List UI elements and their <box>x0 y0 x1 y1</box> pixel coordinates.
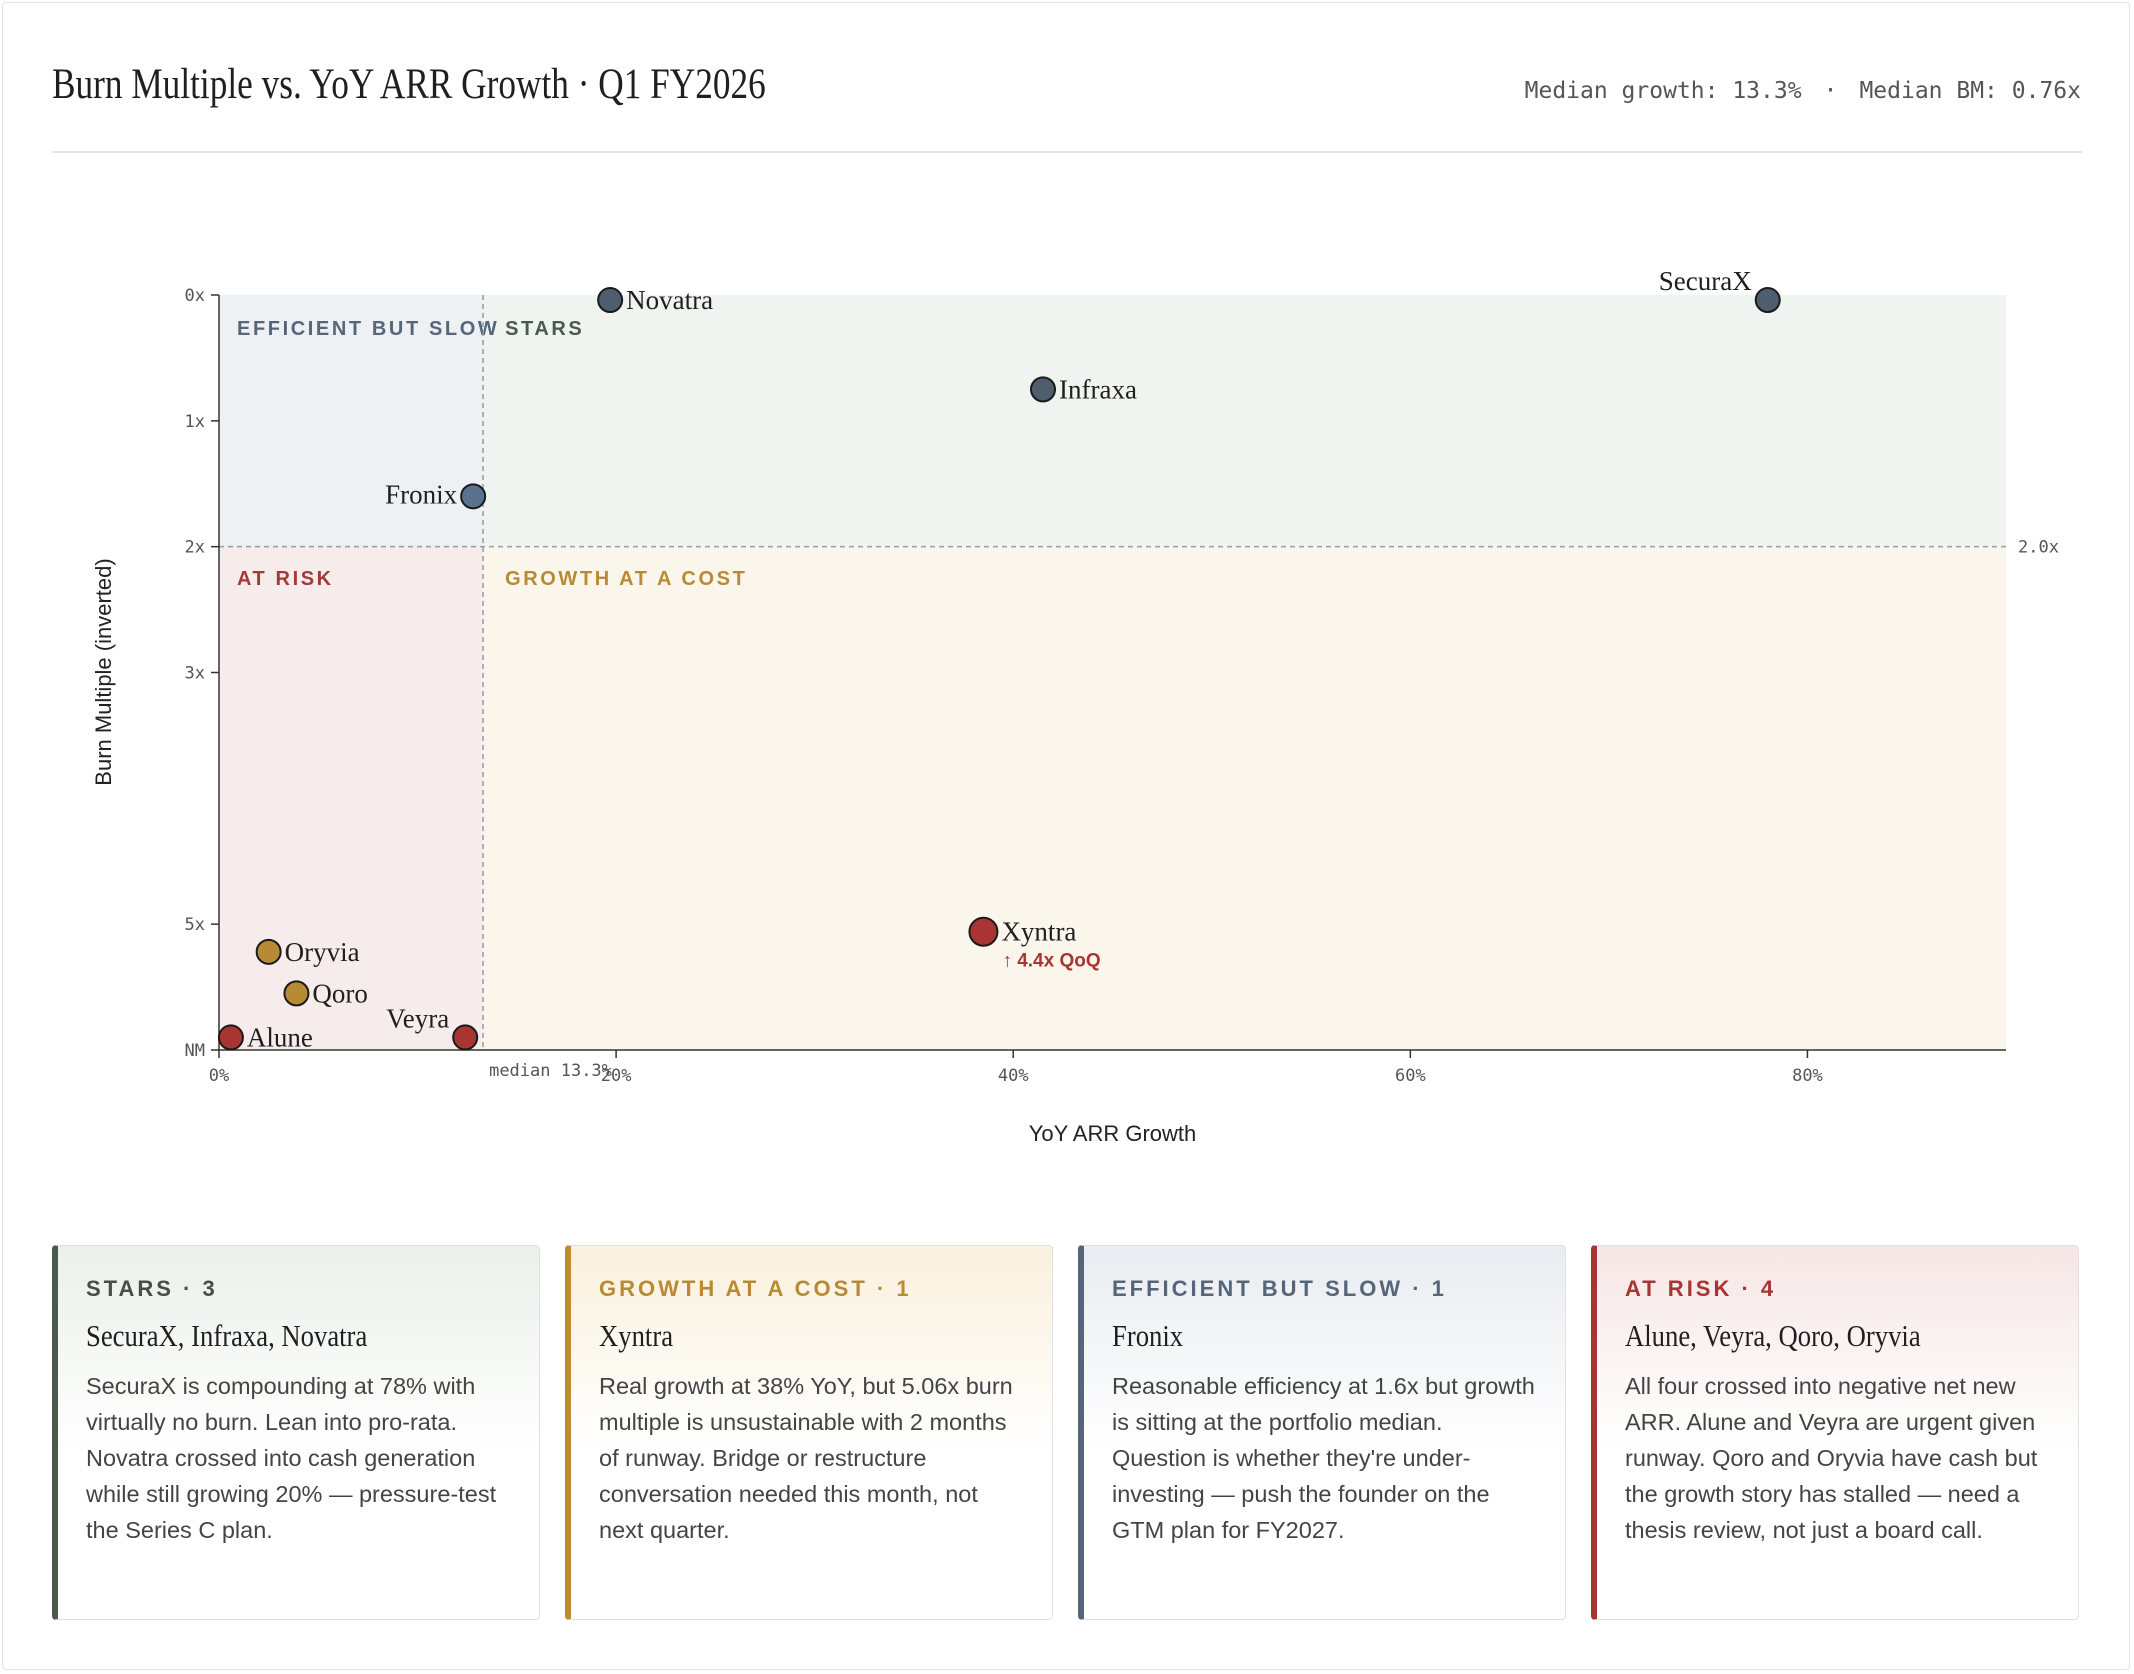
card-stars-description: SecuraX is compounding at 78% with virtu… <box>86 1373 497 1543</box>
point-infraxa[interactable] <box>1030 376 1057 403</box>
median-label: median 13.3% <box>489 1061 612 1081</box>
x-tick-label: 60% <box>1395 1066 1426 1086</box>
y-tick-label: NM <box>185 1041 205 1061</box>
card-at-risk-companies: Alune, Veyra, Qoro, Oryvia <box>1625 1318 1921 1353</box>
point-qoro[interactable] <box>283 980 310 1007</box>
point-label-oryvia: Oryvia <box>285 937 360 967</box>
point-label-fronix: Fronix <box>385 479 458 509</box>
card-at-risk-description: All four crossed into negative net new A… <box>1625 1373 2038 1543</box>
card-growth-at-a-cost: GROWTH AT A COST · 1 Xyntra Real growth … <box>565 1245 1053 1620</box>
x-tick-label: 80% <box>1792 1066 1823 1086</box>
point-annotation-xyntra: ↑ 4.4x QoQ <box>1002 951 1100 972</box>
quadrant-cost-bg <box>483 546 2007 1050</box>
quadrant-efficient-bg <box>219 295 484 547</box>
y-axis-title: Burn Multiple (inverted) <box>91 558 116 785</box>
x-tick-label: 40% <box>998 1066 1029 1086</box>
card-at-risk: AT RISK · 4 Alune, Veyra, Qoro, Oryvia A… <box>1591 1245 2079 1620</box>
card-efficient-but-slow: EFFICIENT BUT SLOW · 1 Fronix Reasonable… <box>1078 1245 1566 1620</box>
y-tick-label: 3x <box>185 664 205 684</box>
quadrant-stars-bg <box>483 295 2007 547</box>
point-fronix[interactable] <box>460 483 487 510</box>
x-axis-title: YoY ARR Growth <box>1029 1121 1197 1146</box>
card-growth-at-a-cost-companies: Xyntra <box>599 1318 674 1353</box>
quadrant-risk-bg <box>219 546 484 1050</box>
point-securax[interactable] <box>1754 287 1781 314</box>
card-at-risk-heading: AT RISK · 4 <box>1625 1276 1777 1301</box>
point-label-veyra: Veyra <box>386 1003 449 1033</box>
data-points: Novatra SecuraX Infraxa Fronix Xyntra ↑ 4.4x … <box>217 266 1781 1052</box>
card-stars-companies: SecuraX, Infraxa, Novatra <box>86 1318 368 1353</box>
median-separator: · <box>1823 78 1838 104</box>
x-tick-label: 20% <box>601 1066 632 1086</box>
card-growth-at-a-cost-description: Real growth at 38% YoY, but 5.06x burn m… <box>599 1373 1013 1543</box>
card-efficient-but-slow-companies: Fronix <box>1112 1318 1184 1353</box>
y-tick-label: 5x <box>185 915 205 935</box>
point-oryvia[interactable] <box>255 938 282 965</box>
point-label-securax: SecuraX <box>1659 266 1752 296</box>
point-alune[interactable] <box>217 1024 244 1051</box>
point-label-xyntra: Xyntra <box>1001 917 1076 947</box>
point-novatra[interactable] <box>597 287 624 314</box>
header-divider <box>52 151 2082 153</box>
axes: 0% 20% 40% 60% 80% 0x 1x 2x 3x 5x NM YoY ARR Growth… <box>91 286 2006 1146</box>
y-tick-label: 1x <box>185 412 205 432</box>
point-veyra[interactable] <box>452 1024 479 1051</box>
card-efficient-but-slow-description: Reasonable efficiency at 1.6x but growth… <box>1112 1373 1535 1543</box>
median-summary: Median growth: 13.3% · Median BM: 0.76x <box>1525 78 2081 104</box>
point-label-novatra: Novatra <box>626 285 713 315</box>
quadrant-label-efficient: EFFICIENT BUT SLOW <box>237 318 499 340</box>
quadrant-label-risk: AT RISK <box>237 568 334 590</box>
reference-lines: 2.0x median 13.3% <box>219 295 2059 1081</box>
x-tick-label: 0% <box>209 1066 229 1086</box>
scatter-chart: EFFICIENT BUT SLOW STARS AT RISK GROWTH AT … <box>91 266 2059 1146</box>
card-stars-heading: STARS · 3 <box>86 1276 218 1301</box>
quadrant-label-cost: GROWTH AT A COST <box>505 568 747 590</box>
y-tick-label: 0x <box>185 286 205 306</box>
card-efficient-but-slow-heading: EFFICIENT BUT SLOW · 1 <box>1112 1276 1447 1301</box>
point-label-infraxa: Infraxa <box>1059 374 1137 404</box>
card-stars: STARS · 3 SecuraX, Infraxa, Novatra Secu… <box>52 1245 540 1620</box>
median-bm-readout: Median BM: 0.76x <box>1859 78 2081 104</box>
quadrant-label-stars: STARS <box>505 318 584 340</box>
point-label-alune: Alune <box>247 1022 313 1052</box>
median-growth-readout: Median growth: 13.3% <box>1524 78 1802 104</box>
point-xyntra[interactable] <box>968 916 999 947</box>
quadrant-layer: EFFICIENT BUT SLOW STARS AT RISK GROWTH AT … <box>219 295 2007 1050</box>
page-title: Burn Multiple vs. YoY ARR Growth · Q1 FY… <box>52 61 766 108</box>
point-label-qoro: Qoro <box>312 978 368 1008</box>
threshold-label: 2.0x <box>2018 538 2059 558</box>
y-tick-label: 2x <box>185 538 205 558</box>
card-growth-at-a-cost-heading: GROWTH AT A COST · 1 <box>599 1276 912 1301</box>
